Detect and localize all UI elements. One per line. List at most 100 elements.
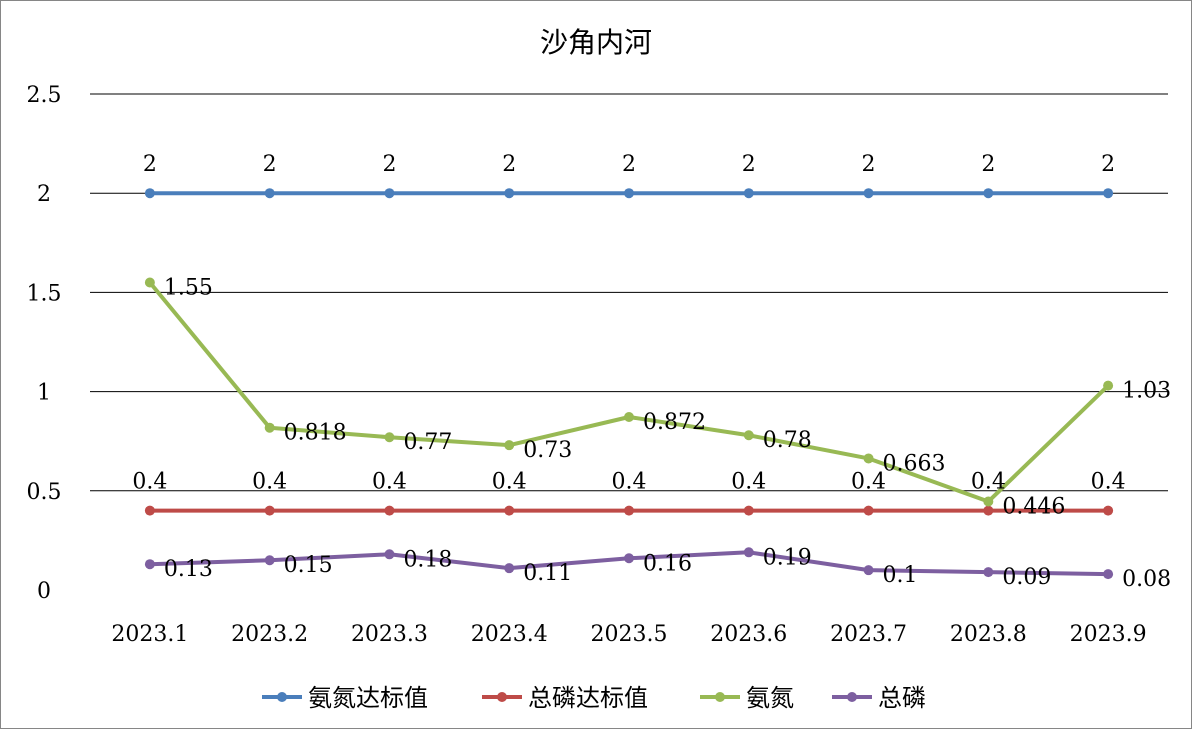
data-label: 2 (981, 152, 995, 177)
data-point (264, 505, 275, 516)
data-point (504, 505, 515, 516)
data-label: 0.4 (372, 470, 407, 495)
data-label: 0.4 (252, 470, 287, 495)
y-axis: 0 0.5 1 1.5 2 2.5 (27, 83, 62, 604)
x-tick-label: 2023.8 (950, 622, 1027, 647)
x-tick-label: 2023.4 (471, 622, 548, 647)
legend-marker (847, 692, 857, 702)
data-point (504, 563, 515, 574)
data-point (144, 559, 155, 570)
data-point (504, 440, 515, 451)
data-point (863, 565, 874, 576)
data-label: 2 (862, 152, 876, 177)
data-label: 2 (742, 152, 756, 177)
data-point (743, 188, 754, 199)
data-label: 0.08 (1122, 567, 1171, 592)
y-tick-label: 0 (37, 579, 51, 604)
data-point (983, 188, 994, 199)
data-label: 0.663 (883, 451, 946, 476)
data-point (624, 411, 634, 422)
data-point (144, 277, 155, 288)
data-label: 0.09 (1002, 565, 1051, 590)
x-tick-label: 2023.6 (710, 622, 787, 647)
data-point (504, 188, 515, 199)
data-point (743, 547, 754, 558)
data-point (863, 188, 874, 199)
data-point (743, 430, 754, 441)
data-point (863, 453, 874, 464)
data-label: 0.818 (284, 421, 347, 446)
x-tick-label: 2023.1 (111, 622, 188, 647)
data-label: 0.1 (883, 563, 918, 588)
data-point (384, 188, 395, 199)
data-label: 2 (382, 152, 396, 177)
data-point (983, 505, 994, 516)
data-label: 0.13 (164, 557, 213, 582)
data-label: 0.446 (1002, 495, 1065, 520)
data-point (384, 549, 395, 560)
y-tick-label: 2 (37, 182, 51, 207)
x-tick-label: 2023.3 (351, 622, 428, 647)
data-point (624, 553, 634, 564)
x-tick-label: 2023.5 (591, 622, 668, 647)
data-label: 0.872 (643, 410, 706, 435)
data-point (743, 505, 754, 516)
x-axis: 2023.1 2023.2 2023.3 2023.4 2023.5 2023.6 2023… (111, 622, 1146, 647)
data-labels: 2 2 2 2 2 2 2 2 2 0.4 0.4 0.4 0.4 0.4 0.4 0.4 0.4 0.4 1.55… (132, 152, 1171, 592)
legend-label: 总磷 (878, 684, 926, 712)
data-point (1103, 505, 1114, 516)
data-point (1103, 380, 1114, 391)
data-label: 0.4 (492, 470, 527, 495)
data-label: 2 (1101, 152, 1115, 177)
legend-marker (715, 692, 725, 702)
data-point (264, 188, 275, 199)
data-point (384, 505, 395, 516)
chart-title: 沙角内河 (540, 26, 652, 59)
data-label: 2 (622, 152, 636, 177)
data-point (624, 188, 634, 199)
legend-label: 氨氮 (746, 684, 794, 712)
data-label: 2 (263, 152, 277, 177)
legend: 氨氮达标值 总磷达标值 氨氮 总磷 (262, 684, 926, 712)
data-point (144, 505, 155, 516)
data-label: 1.55 (164, 275, 213, 300)
data-label: 0.77 (403, 430, 452, 455)
data-label: 0.4 (612, 470, 647, 495)
data-label: 0.4 (971, 470, 1006, 495)
data-label: 0.16 (643, 551, 692, 576)
data-point (983, 496, 994, 507)
y-tick-label: 1.5 (27, 281, 62, 306)
x-tick-label: 2023.7 (830, 622, 907, 647)
legend-marker (497, 692, 507, 702)
y-tick-label: 1 (37, 381, 51, 406)
legend-marker (277, 692, 287, 702)
data-point (1103, 188, 1114, 199)
legend-label: 总磷达标值 (528, 684, 648, 712)
data-point (384, 432, 395, 443)
data-label: 2 (502, 152, 516, 177)
data-point (624, 505, 634, 516)
y-tick-label: 2.5 (27, 83, 62, 108)
legend-label: 氨氮达标值 (308, 684, 428, 712)
data-label: 0.73 (523, 438, 572, 463)
x-tick-label: 2023.2 (231, 622, 308, 647)
data-point (264, 422, 275, 433)
data-label: 0.4 (1091, 470, 1126, 495)
data-point (264, 555, 275, 566)
data-label: 0.78 (763, 428, 812, 453)
data-label: 1.03 (1122, 379, 1171, 404)
gridlines (90, 93, 1168, 492)
data-label: 0.18 (403, 547, 452, 572)
data-label: 0.19 (763, 545, 812, 570)
data-label: 2 (143, 152, 157, 177)
data-point (863, 505, 874, 516)
data-label: 0.15 (284, 553, 333, 578)
data-label: 0.11 (523, 561, 572, 586)
data-label: 0.4 (132, 470, 167, 495)
y-tick-label: 0.5 (27, 480, 62, 505)
x-tick-label: 2023.9 (1070, 622, 1147, 647)
data-point (983, 567, 994, 578)
data-point (144, 188, 155, 199)
